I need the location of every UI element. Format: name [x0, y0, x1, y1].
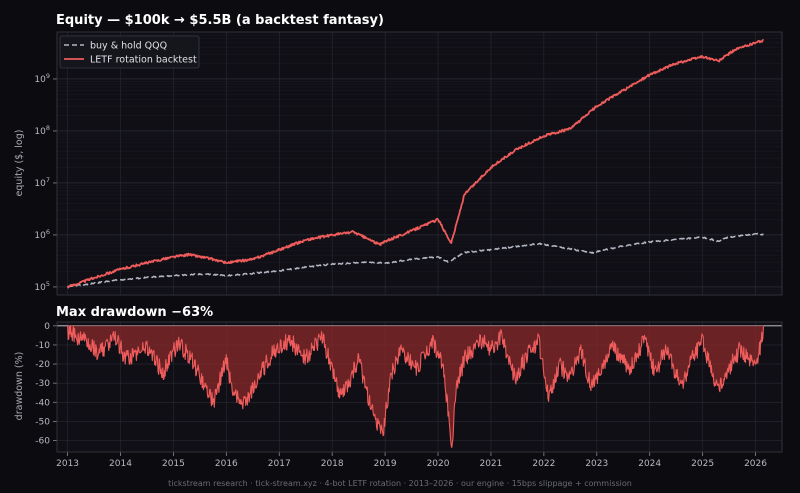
x-tick-label: 2026: [744, 459, 767, 469]
legend-box: [59, 35, 200, 69]
x-tick-label: 2025: [691, 459, 714, 469]
x-tick-label: 2016: [215, 459, 238, 469]
drawdown-panel: Max drawdown −63% 0 -10 -20 -30 -40 -50 -60 20…: [14, 305, 783, 469]
x-tick-label: 2024: [638, 459, 661, 469]
equity-panel: Equity — $100k → $5.5B (a backtest fanta…: [14, 13, 783, 296]
drawdown-line: [67, 325, 765, 448]
legend-label-strategy: LETF rotation backtest: [90, 55, 197, 66]
y-tick-label: 105: [34, 280, 50, 293]
drawdown-y-label: drawdown (%): [14, 352, 25, 421]
legend: buy & hold QQQ LETF rotation backtest: [59, 35, 200, 69]
x-tick-label: 2023: [585, 459, 608, 469]
equity-title: Equity — $100k → $5.5B (a backtest fanta…: [56, 13, 384, 28]
x-tick-label: 2019: [374, 459, 397, 469]
y-tick-label: -60: [35, 437, 50, 447]
x-tick-label: 2015: [162, 459, 185, 469]
equity-y-ticks: 105 106 107 108 109: [34, 72, 57, 293]
equity-y-label: equity ($, log): [14, 130, 25, 197]
legend-label-benchmark: buy & hold QQQ: [90, 41, 167, 52]
x-tick-label: 2018: [321, 459, 344, 469]
x-tick-label: 2022: [532, 459, 555, 469]
y-tick-label: 107: [34, 176, 50, 189]
equity-plot-frame: [56, 31, 783, 296]
series-line-benchmark: [67, 232, 764, 288]
drawdown-plot-frame: [56, 321, 783, 453]
y-tick-label: -40: [35, 398, 50, 408]
drawdown-y-ticks: 0 -10 -20 -30 -40 -50 -60: [35, 322, 57, 447]
y-tick-label: 106: [34, 228, 50, 241]
equity-plot-area: [57, 32, 782, 295]
y-tick-label: -10: [35, 341, 50, 351]
y-tick-label: -30: [35, 379, 50, 389]
equity-series: [66, 39, 765, 289]
y-tick-label: 108: [34, 124, 50, 137]
series-line-strategy: [66, 39, 765, 289]
y-tick-label: -50: [35, 417, 50, 427]
x-tick-label: 2021: [479, 459, 502, 469]
drawdown-series: [67, 325, 765, 448]
y-tick-label: 0: [44, 322, 50, 332]
x-tick-label: 2013: [56, 459, 79, 469]
x-tick-label: 2017: [268, 459, 291, 469]
x-tick-label: 2014: [109, 459, 132, 469]
drawdown-x-ticks: 2013 2014 2015 2016 2017 2018 2019 2020 2021 2022…: [56, 452, 767, 469]
y-tick-label: 109: [34, 72, 50, 85]
footer-credit: tickstream research · tick-stream.xyz · …: [168, 479, 632, 488]
x-tick-label: 2020: [427, 459, 450, 469]
y-tick-label: -20: [35, 360, 50, 370]
drawdown-area: [67, 325, 764, 448]
drawdown-title: Max drawdown −63%: [56, 305, 213, 320]
